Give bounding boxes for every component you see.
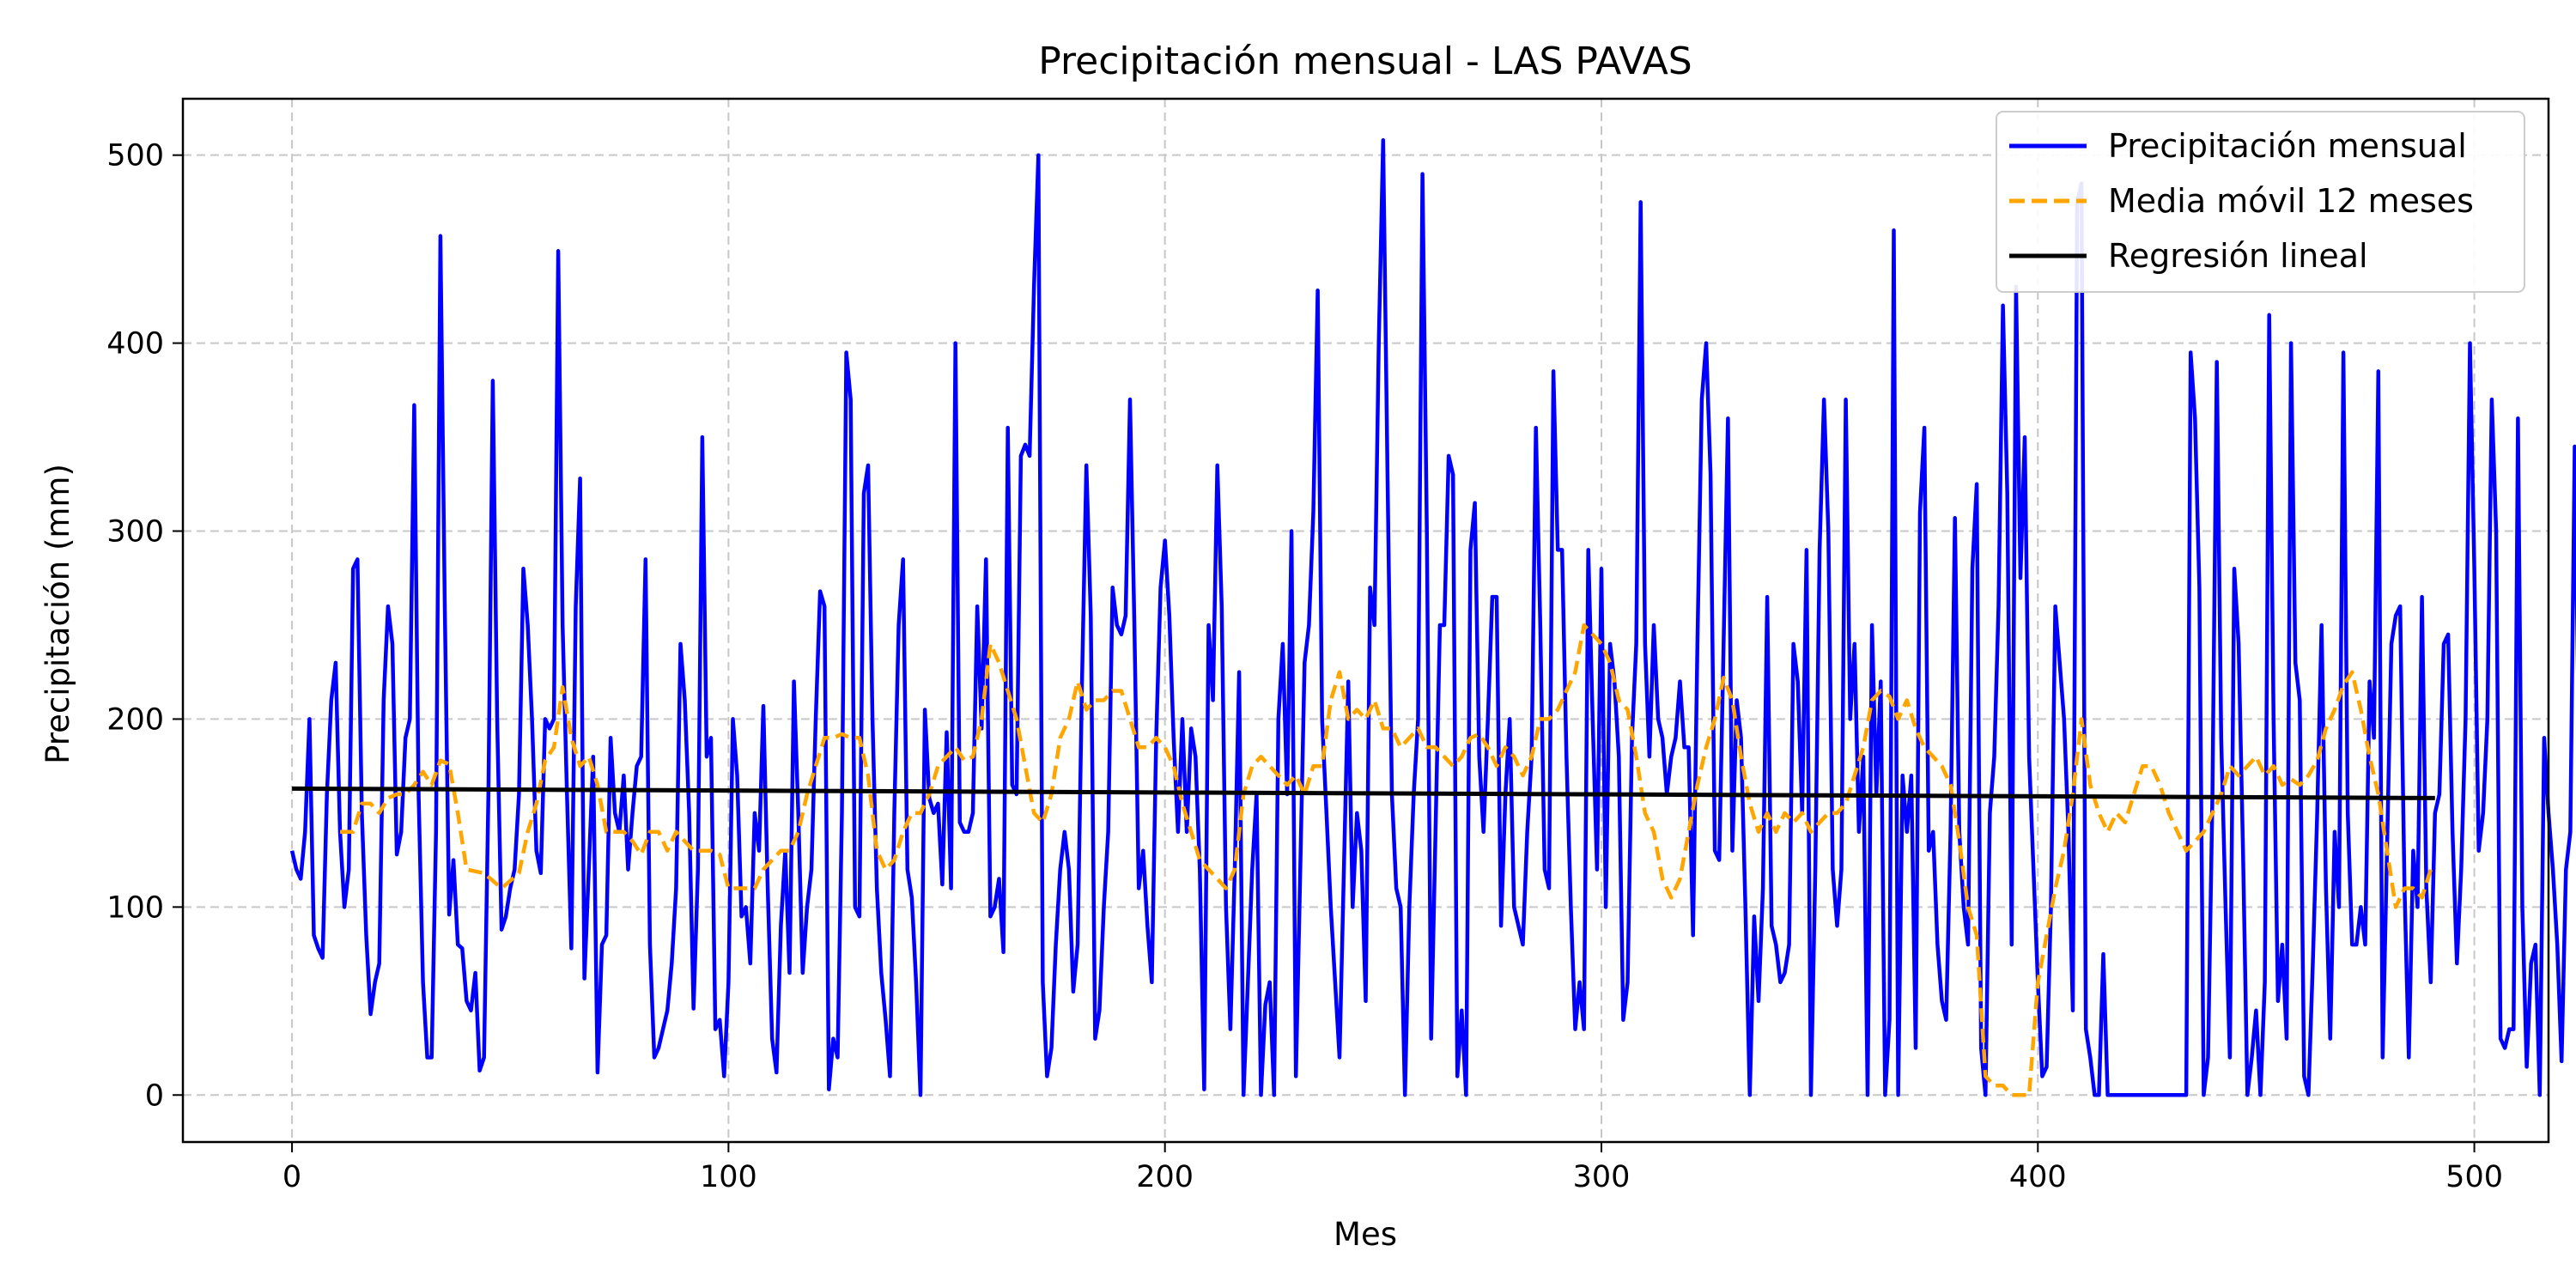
- axis-ticks: 0 100 200 300 400 500 0 100 200 300 400 500: [106, 139, 2503, 1194]
- y-tick-label: 100: [106, 890, 164, 925]
- legend-box: [1996, 111, 2525, 293]
- legend-label-precipitacion: Precipitación mensual: [2108, 127, 2467, 165]
- legend: Precipitación mensual Media móvil 12 mes…: [1996, 111, 2525, 293]
- chart-title: Precipitación mensual - LAS PAVAS: [1038, 39, 1692, 83]
- x-tick-label: 500: [2445, 1160, 2503, 1194]
- series-media-movil: [340, 623, 2433, 1097]
- series-regresion-lineal: [292, 786, 2435, 800]
- y-axis-label: Precipitación (mm): [39, 464, 76, 764]
- y-tick-label: 500: [106, 139, 164, 173]
- y-tick-label: 300: [106, 515, 164, 550]
- x-tick-label: 300: [1573, 1160, 1631, 1194]
- x-tick-label: 0: [283, 1160, 301, 1194]
- legend-label-regresion: Regresión lineal: [2108, 237, 2368, 275]
- y-tick-label: 200: [106, 702, 164, 737]
- plot-frame: [181, 97, 2550, 1144]
- plot-series: [289, 137, 2576, 1097]
- y-tick-label: 400: [106, 327, 164, 361]
- x-axis-label: Mes: [1334, 1216, 1397, 1253]
- series-precipitacion-mensual: [289, 137, 2576, 1097]
- x-tick-label: 200: [1136, 1160, 1194, 1194]
- x-tick-label: 400: [2009, 1160, 2067, 1194]
- x-tick-label: 100: [700, 1160, 757, 1194]
- y-tick-label: 0: [145, 1078, 164, 1113]
- legend-label-media-movil: Media móvil 12 meses: [2108, 182, 2474, 220]
